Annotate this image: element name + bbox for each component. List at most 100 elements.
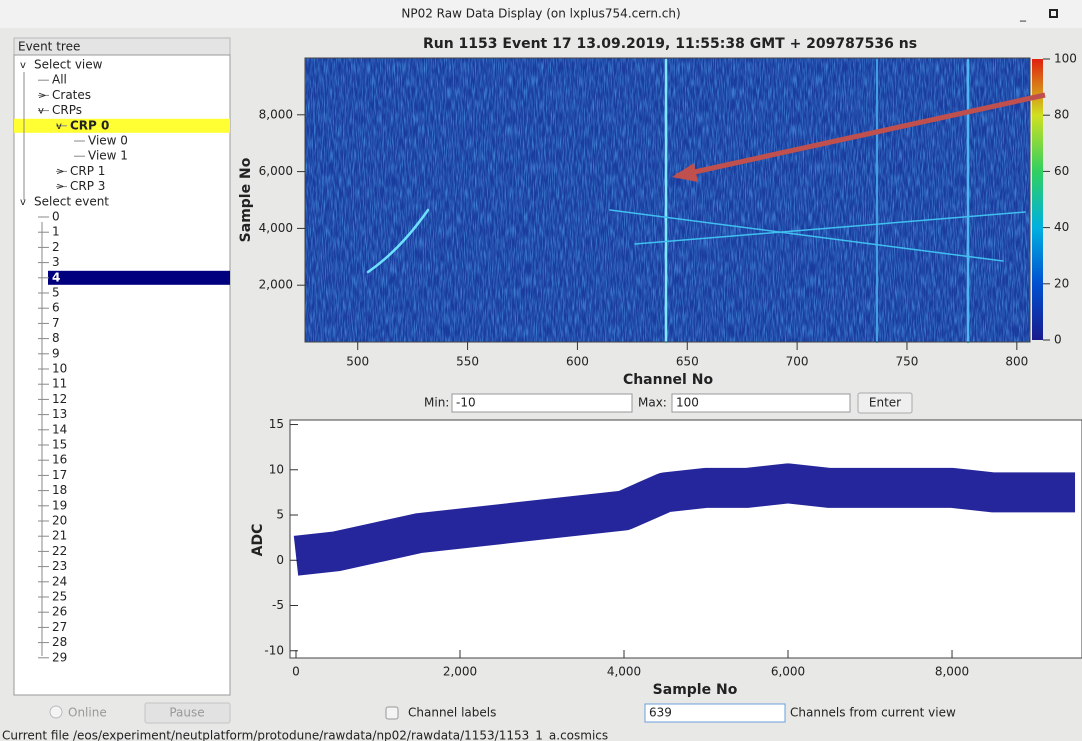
tree-item[interactable]: 0	[52, 210, 60, 224]
channels-from-label: Channels from current view	[790, 706, 956, 720]
enter-button[interactable]	[857, 392, 913, 414]
tree-item[interactable]: 21	[52, 529, 67, 543]
max-value: 100	[676, 396, 699, 410]
status-bar: Current file /eos/experiment/neutplatfor…	[2, 729, 608, 741]
y-axis-label: ADC	[250, 524, 266, 557]
x-tick-label: 750	[896, 355, 919, 369]
minimize-button[interactable]: _	[1019, 8, 1027, 22]
y-tick-label: 15	[269, 417, 284, 431]
channel-labels-text: Channel labels	[408, 706, 496, 720]
tree-item[interactable]: 1	[52, 225, 60, 239]
max-input[interactable]	[671, 393, 851, 413]
tree-item[interactable]: 8	[52, 331, 60, 345]
y-tick-label: 6,000	[259, 164, 293, 178]
tree-item[interactable]: 4	[52, 270, 60, 284]
tree-item[interactable]: 26	[52, 605, 67, 619]
x-tick-label: 600	[566, 355, 589, 369]
tree-expander: >	[56, 182, 64, 193]
tree-item[interactable]: 12	[52, 392, 67, 406]
tree-item[interactable]: CRP 0	[70, 118, 109, 132]
min-input[interactable]	[451, 393, 633, 413]
tree-expander: v	[20, 197, 26, 208]
tree-item[interactable]: 20	[52, 514, 67, 528]
annotation-arrow	[675, 92, 1046, 179]
heatmap-title: Run 1153 Event 17 13.09.2019, 11:55:38 G…	[423, 36, 917, 52]
tree-expander: v	[20, 60, 26, 71]
colorbar-tick-label: 40	[1054, 220, 1069, 234]
y-tick-label: 4,000	[259, 221, 293, 235]
tree-item[interactable]: View 1	[88, 149, 128, 163]
tree-item[interactable]: 6	[52, 301, 60, 315]
tree-item[interactable]: CRP 3	[70, 179, 105, 193]
y-axis-label: Sample No	[238, 157, 254, 242]
tree-item[interactable]: 5	[52, 286, 60, 300]
x-tick-label: 550	[456, 355, 479, 369]
tree-item[interactable]: 3	[52, 255, 60, 269]
tree-item[interactable]: 25	[52, 590, 67, 604]
tree-item[interactable]: 13	[52, 407, 67, 421]
x-tick-label: 500	[346, 355, 369, 369]
tree-item[interactable]: 18	[52, 483, 67, 497]
tree-item[interactable]: CRPs	[52, 103, 82, 117]
maximize-button[interactable]	[1049, 9, 1058, 18]
pause-button[interactable]	[144, 702, 231, 724]
tree-item[interactable]: Select event	[34, 194, 109, 208]
tree-item[interactable]: Crates	[52, 88, 91, 102]
online-label: Online	[68, 706, 107, 720]
x-tick-label: 800	[1005, 355, 1028, 369]
y-tick-label: 2,000	[259, 278, 293, 292]
tree-item[interactable]: 7	[52, 316, 60, 330]
x-tick-label: 6,000	[771, 665, 805, 679]
pause-text: Pause	[169, 706, 204, 720]
tree-item[interactable]: 15	[52, 438, 67, 452]
tree-item[interactable]: 11	[52, 377, 67, 391]
x-tick-label: 4,000	[607, 665, 641, 679]
channel-input-value: 639	[649, 706, 672, 720]
window-title: NP02 Raw Data Display (on lxplus754.cern…	[401, 7, 680, 21]
tree-item[interactable]: 9	[52, 346, 60, 360]
tree-item[interactable]: View 0	[88, 134, 128, 148]
tree-expander: v	[56, 121, 62, 132]
adc-waveform	[293, 463, 1076, 576]
min-value: -10	[456, 396, 476, 410]
y-tick-label: -10	[264, 643, 284, 657]
tree-highlight	[14, 118, 230, 133]
tree-expander: >	[56, 166, 64, 177]
x-tick-label: 8,000	[935, 665, 969, 679]
tree-item[interactable]: All	[52, 73, 67, 87]
tree-item[interactable]: 19	[52, 498, 67, 512]
tree-item[interactable]: CRP 1	[70, 164, 105, 178]
tree-item[interactable]: 16	[52, 453, 67, 467]
tree-item[interactable]: 22	[52, 544, 67, 558]
colorbar-tick-label: 100	[1054, 52, 1077, 66]
annotation-arrowhead	[672, 163, 698, 182]
heatmap-features	[366, 58, 1026, 344]
tree-item[interactable]: 27	[52, 620, 67, 634]
x-tick-label: 0	[292, 665, 300, 679]
min-label: Min:	[424, 396, 449, 410]
tree-expander: >	[38, 90, 46, 101]
tree-header-text: Event tree	[18, 40, 80, 54]
y-tick-label: -5	[272, 598, 284, 612]
tree-expander: v	[38, 106, 44, 117]
tree-view	[13, 54, 231, 696]
channel-labels-checkbox[interactable]	[385, 706, 399, 720]
tree-item[interactable]: 10	[52, 362, 67, 376]
y-tick-label: 5	[276, 508, 284, 522]
x-tick-label: 2,000	[443, 665, 477, 679]
tree-item[interactable]: Select view	[34, 58, 103, 72]
tree-item[interactable]: 2	[52, 240, 60, 254]
tree-item[interactable]: 29	[52, 650, 67, 664]
tree-item[interactable]: 28	[52, 635, 67, 649]
enter-text: Enter	[869, 396, 901, 410]
colorbar-tick-label: 80	[1054, 108, 1069, 122]
tree-item[interactable]: 24	[52, 574, 67, 588]
online-checkbox[interactable]	[49, 705, 63, 719]
colorbar-tick-label: 0	[1054, 333, 1062, 347]
tree-item[interactable]: 23	[52, 559, 67, 573]
tree-item[interactable]: 14	[52, 422, 67, 436]
tree-item[interactable]: 17	[52, 468, 67, 482]
channel-input[interactable]	[644, 703, 786, 723]
colorbar	[1032, 59, 1043, 340]
